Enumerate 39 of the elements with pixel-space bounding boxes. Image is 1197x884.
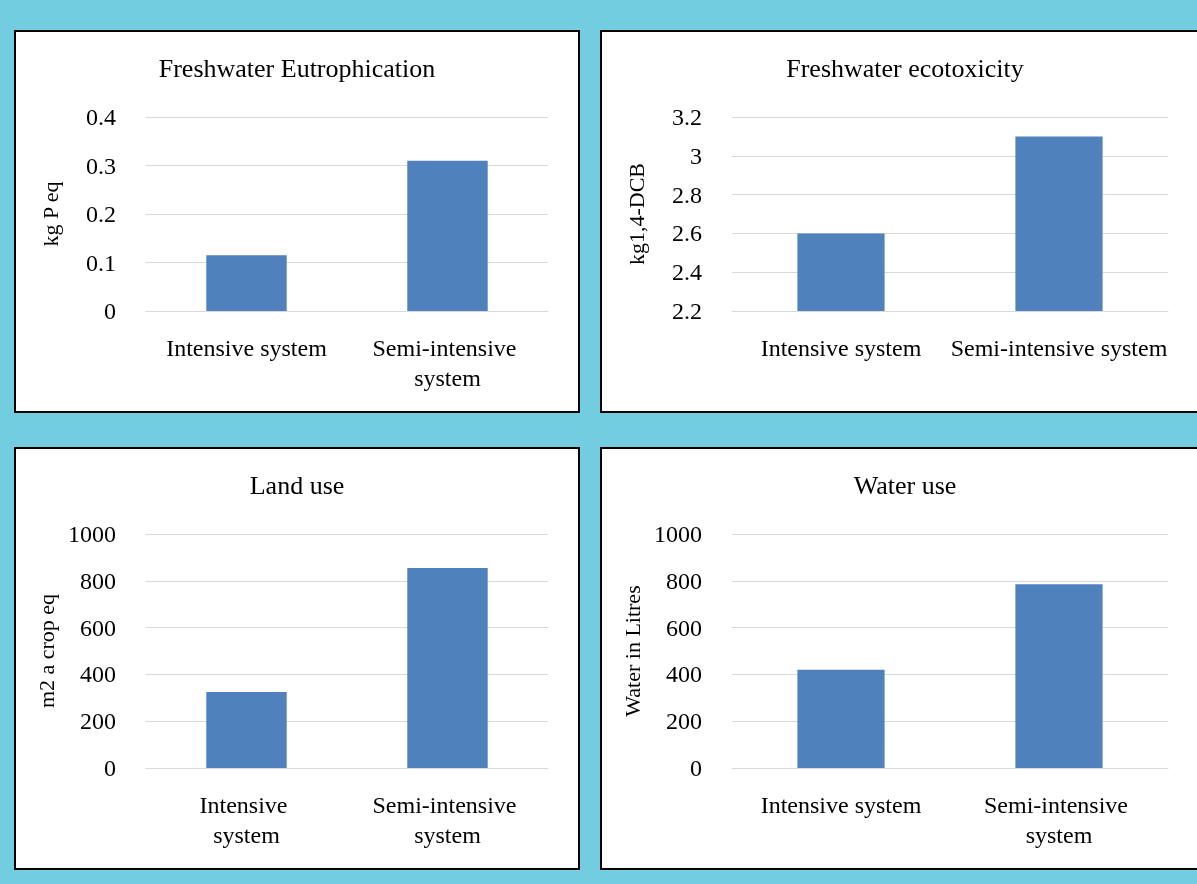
y-tick-label: 600 [80,614,116,641]
y-tick-label: 800 [80,567,116,594]
y-tick-label: 400 [80,661,116,688]
x-tick-label: Intensive system [760,335,922,361]
y-tick-label: 2.4 [672,259,702,286]
x-tick-label: Intensive system [199,792,294,848]
chart-title: Water use [853,470,957,500]
x-tick-label: Semi-intensive system [950,335,1168,361]
y-tick-label: 400 [666,661,702,688]
y-tick-label: 0 [104,298,116,324]
y-tick-label: 2.6 [672,220,702,247]
y-tick-label: 200 [666,708,702,735]
x-tick-label: Semi-intensive system [372,335,523,391]
x-tick-label: Intensive system [166,335,328,361]
y-tick-label: 2.2 [672,298,702,324]
y-tick-label: 0.3 [86,152,116,179]
y-tick-label: 2.8 [672,181,702,208]
y-axis-title: kg1,4-DCB [623,162,649,266]
y-tick-label: 1000 [654,521,702,547]
y-tick-label: 3.2 [672,104,702,130]
y-tick-label: 3 [690,142,702,169]
x-tick-label: Semi-intensive system [372,792,523,848]
y-tick-label: 600 [666,614,702,641]
y-tick-label: 0.1 [86,249,116,276]
y-tick-label: 0 [690,755,702,781]
y-tick-label: 0 [104,755,116,781]
chart-title: Land use [249,470,345,500]
y-tick-label: 1000 [68,521,116,547]
y-axis-title: kg P eq [37,181,63,247]
y-tick-label: 0.2 [86,201,116,227]
y-tick-label: 800 [666,567,702,594]
y-tick-label: 0.4 [86,104,116,130]
y-tick-label: 200 [80,708,116,735]
chart-title: Freshwater ecotoxicity [786,53,1024,83]
y-axis-title: m2 a crop eq [33,593,59,709]
y-axis-title: Water in Litres [619,585,645,717]
x-tick-label: Semi-intensive system [984,792,1134,848]
chart-title: Freshwater Eutrophication [158,53,436,83]
x-tick-label: Intensive system [760,792,922,818]
